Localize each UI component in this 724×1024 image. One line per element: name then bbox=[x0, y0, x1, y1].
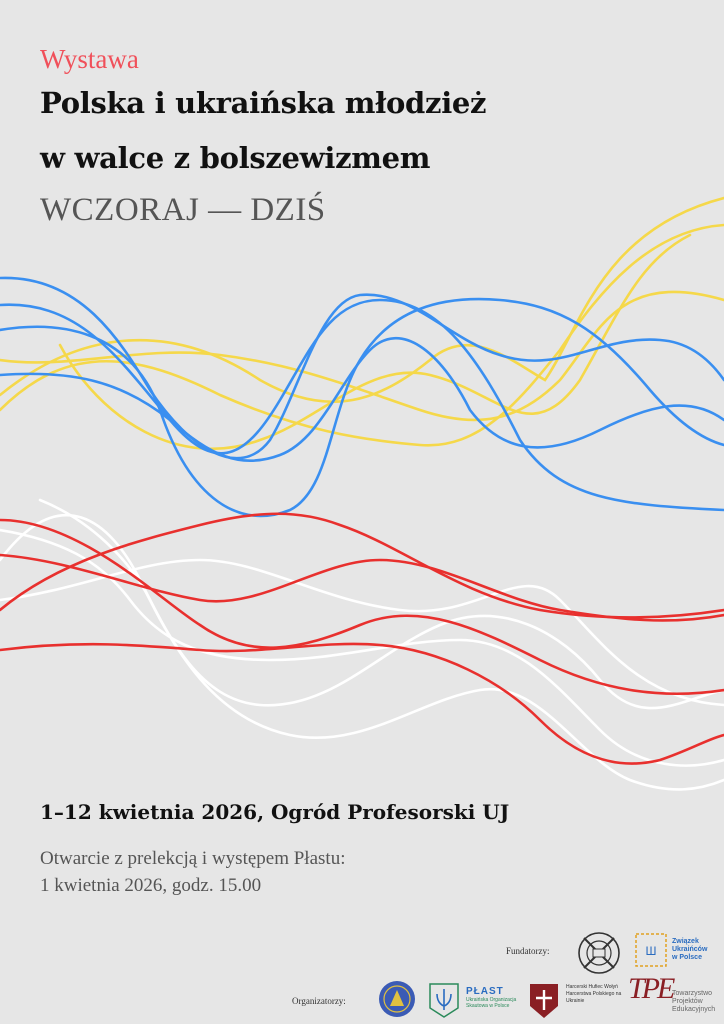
organizers-label: Organizatorzy: bbox=[292, 996, 346, 1006]
blue-wave-1 bbox=[0, 276, 724, 460]
tpe-logo-mark: TPE bbox=[628, 972, 675, 1005]
title-line-2: w walce z bolszewizmem bbox=[40, 141, 431, 175]
funders-label: Fundatorzy: bbox=[506, 946, 550, 956]
subtitle: WCZORAJ — DZIŚ bbox=[40, 192, 326, 228]
plast-text: PŁAST Ukraińska Organizacja Skautowa w P… bbox=[466, 986, 517, 1009]
white-wave-3 bbox=[38, 498, 724, 791]
svg-text:Ш: Ш bbox=[646, 944, 657, 958]
kicker: Wystawa bbox=[40, 44, 139, 74]
opening-info-line-1: Otwarcie z prelekcją i występem Płastu: bbox=[40, 848, 346, 869]
opening-info-line-2: 1 kwietnia 2026, godz. 15.00 bbox=[40, 875, 262, 896]
white-wave-4 bbox=[0, 558, 724, 707]
funder-badge-logo bbox=[576, 930, 622, 980]
red-wave-1 bbox=[0, 518, 724, 695]
zup-name: Związek Ukraińców w Polsce bbox=[672, 938, 708, 961]
organizer-circle-logo bbox=[378, 980, 416, 1022]
blue-wave-4 bbox=[0, 337, 724, 463]
event-dates-place: 1–12 kwietnia 2026, Ogród Profesorski UJ bbox=[40, 800, 510, 824]
yellow-wave-2 bbox=[0, 223, 724, 447]
zup-logo: Ш bbox=[634, 932, 668, 972]
yellow-wave-3 bbox=[0, 290, 724, 422]
red-wave-2 bbox=[0, 553, 724, 622]
harcerski-hufiec-text: Harcerski Hufiec Wołyń Harcerstwa Polski… bbox=[566, 984, 622, 1004]
harcerski-hufiec-logo bbox=[526, 980, 562, 1024]
blue-wave-3 bbox=[0, 297, 724, 518]
white-wave-2 bbox=[0, 528, 724, 767]
blue-wave-2 bbox=[0, 298, 724, 512]
yellow-wave-1 bbox=[0, 196, 724, 404]
red-wave-3 bbox=[0, 512, 724, 619]
yellow-wave-4 bbox=[58, 233, 692, 451]
plast-emblem-icon bbox=[426, 980, 462, 1024]
title-line-1: Polska i ukraińska młodzież bbox=[40, 86, 487, 120]
tpe-name: Towarzystwo Projektów Edukacyjnych bbox=[672, 990, 716, 1013]
red-wave-4 bbox=[0, 642, 724, 765]
